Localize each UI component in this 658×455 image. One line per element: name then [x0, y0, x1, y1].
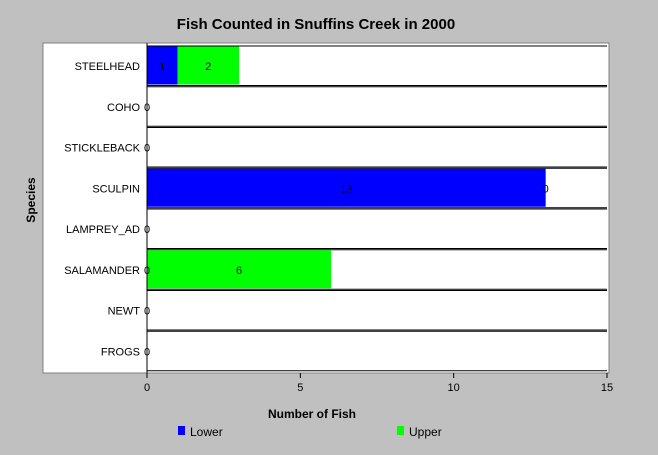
legend: Lower Upper — [178, 425, 442, 439]
data-label: 13 — [340, 183, 352, 195]
category-label: FROGS — [101, 346, 140, 358]
bar-lower-sculpin — [147, 168, 546, 207]
category-label: COHO — [107, 102, 140, 114]
x-tick-label: 5 — [297, 382, 303, 394]
x-tick-label: 0 — [144, 382, 150, 394]
x-tick-label: 15 — [601, 382, 613, 394]
category-label: SCULPIN — [92, 183, 140, 195]
data-label: 0 — [543, 183, 549, 195]
legend-label-upper: Upper — [409, 425, 442, 439]
data-label: 2 — [205, 61, 211, 73]
category-label: NEWT — [108, 306, 141, 318]
x-axis-title: Number of Fish — [268, 407, 356, 421]
data-label: 1 — [159, 61, 165, 73]
category-label: STEELHEAD — [75, 61, 140, 73]
category-label: STICKLEBACK — [64, 143, 140, 155]
category-label: LAMPREY_AD — [66, 224, 140, 236]
bar-lower-steelhead — [147, 46, 178, 85]
chart-title: Fish Counted in Snuffins Creek in 2000 — [177, 16, 455, 33]
bar-upper-steelhead — [177, 46, 239, 85]
data-label: 6 — [236, 265, 242, 277]
legend-label-lower: Lower — [190, 425, 223, 439]
bar-upper-salamander — [147, 250, 331, 289]
category-label: SALAMANDER — [64, 265, 140, 277]
x-tick-label: 10 — [448, 382, 460, 394]
y-axis-title: Species — [24, 177, 38, 223]
legend-swatch-upper — [397, 426, 404, 435]
legend-swatch-lower — [178, 426, 185, 435]
